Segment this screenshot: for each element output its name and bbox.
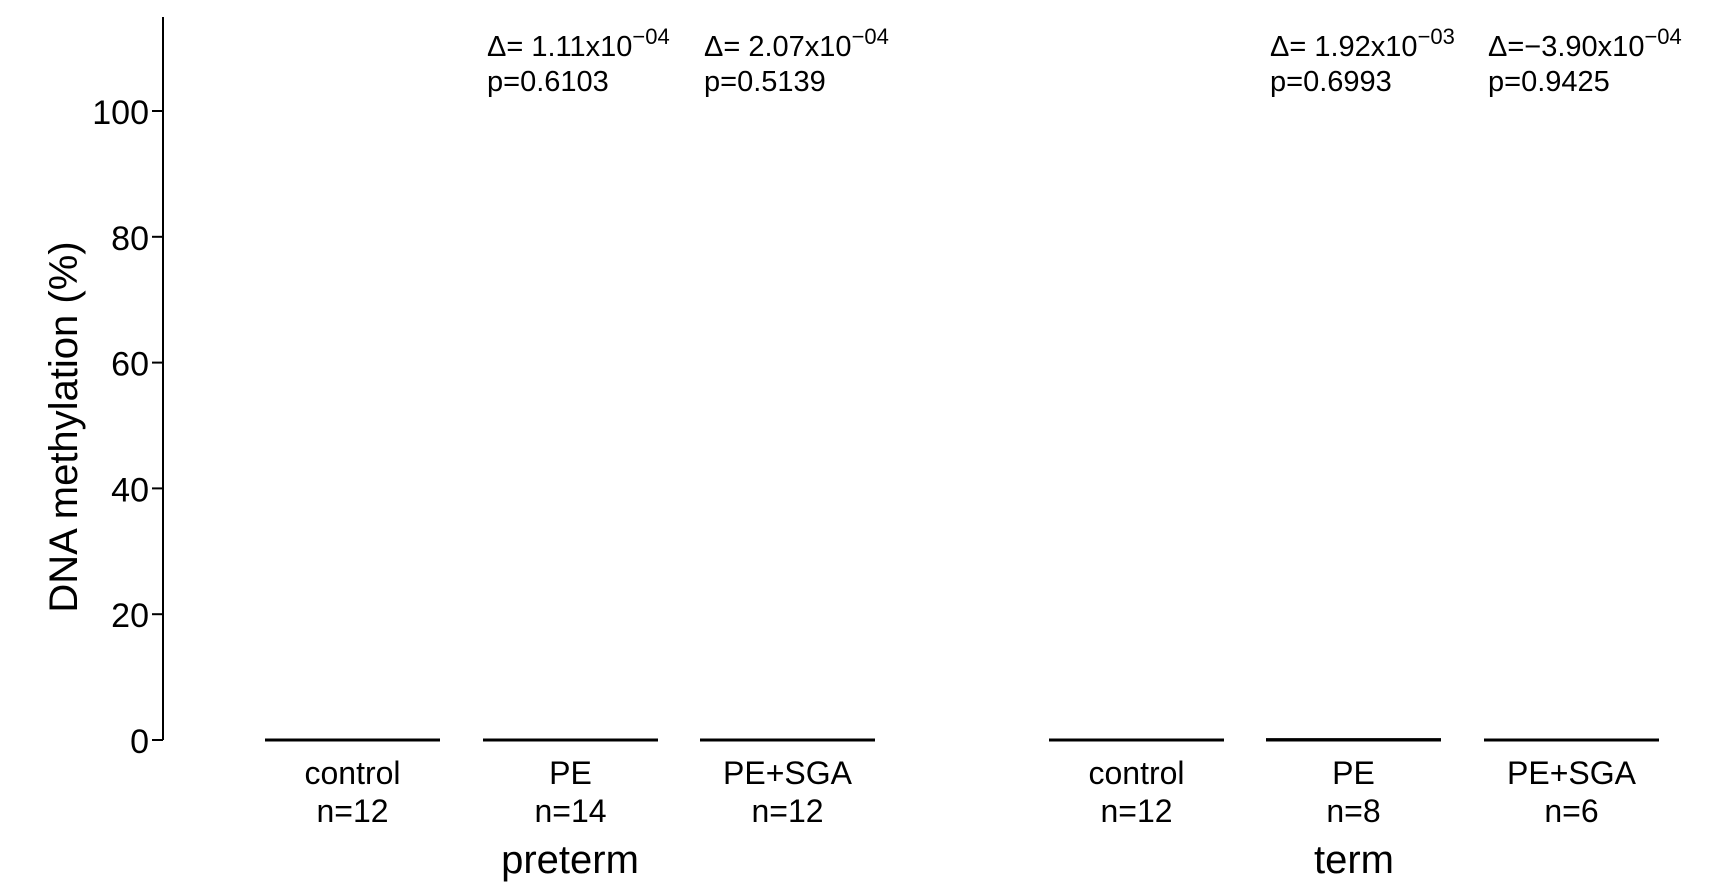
y-tick-label: 60 (111, 346, 149, 384)
delta-annotation: Δ= 1.92x10−03 (1270, 24, 1455, 63)
delta-exponent: −04 (632, 24, 669, 49)
category-label: PE+SGA (723, 755, 853, 791)
delta-exponent: −03 (1418, 24, 1455, 49)
group-label: term (1314, 838, 1394, 882)
delta-exponent: −04 (852, 24, 889, 49)
sample-size-label: n=8 (1326, 793, 1380, 829)
bars (265, 738, 1659, 742)
p-value-annotation: p=0.5139 (704, 66, 826, 98)
category-label: PE+SGA (1507, 755, 1637, 791)
sample-size-label: n=12 (316, 793, 388, 829)
y-tick-label: 0 (130, 723, 149, 761)
y-tick-label: 20 (111, 597, 149, 635)
annotations: Δ= 1.11x10−04p=0.6103 Δ= 2.07x10−04p=0.51… (487, 24, 1682, 98)
category-label: PE (1332, 755, 1375, 791)
sample-size-label: n=12 (1100, 793, 1172, 829)
delta-annotation: Δ=−3.90x10−04 (1488, 24, 1682, 63)
y-tick-label: 80 (111, 220, 149, 258)
p-value-annotation: p=0.6103 (487, 66, 609, 98)
category-label: PE (549, 755, 592, 791)
p-value-annotation: p=0.6993 (1270, 66, 1392, 98)
delta-annotation: Δ= 1.11x10−04 (487, 24, 670, 63)
group-label: preterm (501, 838, 639, 882)
sample-size-label: n=6 (1544, 793, 1598, 829)
x-labels: controln=12PEn=14PE+SGAn=12pretermcontro… (304, 755, 1636, 882)
y-tick-label: 40 (111, 471, 149, 509)
p-value-annotation: p=0.9425 (1488, 66, 1610, 98)
y-axis-label: DNA methylation (%) (42, 241, 86, 612)
y-axis: 0 20 40 60 80 100 (92, 17, 164, 761)
delta-annotation: Δ= 2.07x10−04 (704, 24, 889, 63)
sample-size-label: n=12 (751, 793, 823, 829)
delta-exponent: −04 (1644, 24, 1681, 49)
category-label: control (1088, 755, 1184, 791)
y-tick-label: 100 (92, 94, 149, 132)
sample-size-label: n=14 (534, 793, 606, 829)
category-label: control (304, 755, 400, 791)
